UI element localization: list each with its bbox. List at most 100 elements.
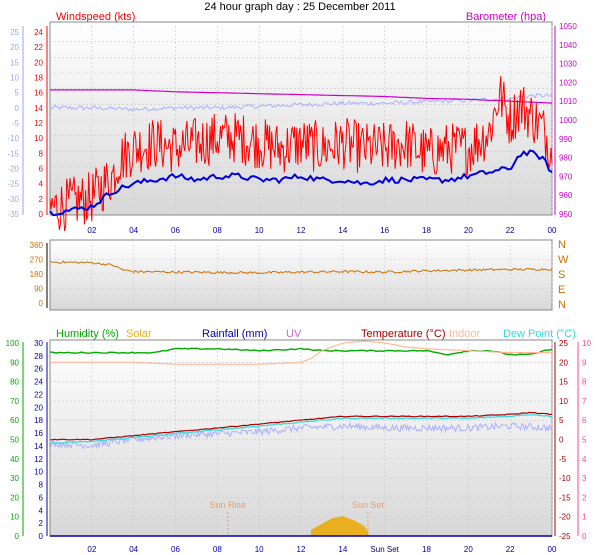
panel1-x-ticks: 02 04 06 08 10 12 14 16 18 20 22 00 — [87, 226, 557, 235]
legend-item-3: UV — [286, 328, 302, 340]
panel3-grid — [50, 343, 553, 536]
direction-tick-4: 0 — [39, 299, 44, 308]
legend-item-2: Rainfall (mm) — [202, 328, 267, 340]
humidity-tick-8: 20 — [10, 493, 19, 502]
outer-tick-0: 25 — [10, 28, 19, 37]
outer-tick-9: -20 — [7, 165, 19, 174]
direction-tick-3: 90 — [34, 285, 43, 294]
series-dew-point — [49, 413, 553, 444]
windspeed-tick-12: 0 — [39, 210, 44, 219]
temperature-tick-6: -5 — [559, 455, 567, 464]
uv-tick-1: 9 — [582, 358, 587, 367]
legend-item-0: Humidity (%) — [56, 328, 119, 340]
humidity-tick-10: 0 — [15, 532, 20, 541]
barometer-tick-8: 970 — [559, 172, 573, 181]
humidity-tick-4: 60 — [10, 416, 19, 425]
p3-xtick-7: Sun Set — [370, 545, 399, 554]
uv-tick-0: 10 — [582, 339, 591, 348]
legend-item-1: Solar — [126, 328, 152, 340]
rainfall-tick-13: 4 — [39, 506, 44, 515]
series-indoor — [50, 340, 552, 365]
panel3-temperature-ticks: 25 20 15 10 5 0 -5 -10 -15 -20 -25 — [559, 339, 571, 541]
legend-item-5: Indoor — [449, 328, 481, 340]
windspeed-tick-4: 16 — [34, 89, 43, 98]
direction-tick-2: 180 — [30, 270, 44, 279]
panel3-x-ticks: 02 04 06 08 10 12 14 Sun Set 18 20 22 00 — [87, 545, 557, 554]
p3-xtick-9: 20 — [464, 545, 473, 554]
p1-xtick-6: 14 — [338, 226, 347, 235]
p1-xtick-7: 16 — [380, 226, 389, 235]
series-wind-avg — [49, 149, 553, 217]
rainfall-tick-8: 14 — [34, 442, 43, 451]
panel3-series — [49, 340, 553, 537]
temperature-tick-4: 5 — [559, 416, 564, 425]
p1-xtick-4: 10 — [255, 226, 264, 235]
humidity-tick-3: 70 — [10, 397, 19, 406]
rainfall-tick-11: 8 — [39, 481, 44, 490]
rainfall-tick-0: 30 — [34, 339, 43, 348]
uv-tick-10: 0 — [582, 532, 587, 541]
rainfall-tick-7: 16 — [34, 429, 43, 438]
p3-xtick-10: 22 — [506, 545, 515, 554]
rainfall-tick-9: 12 — [34, 455, 43, 464]
p1-xtick-8: 18 — [422, 226, 431, 235]
windspeed-label: Windspeed (kts) — [56, 11, 135, 23]
rainfall-tick-6: 18 — [34, 416, 43, 425]
panel1-outer-ticks: 25 20 15 10 5 0 -5 -10 -15 -20 -25 -30 -35 — [7, 28, 19, 219]
p1-xtick-1: 04 — [129, 226, 138, 235]
rainfall-tick-4: 22 — [34, 391, 43, 400]
temperature-tick-10: -25 — [559, 532, 571, 541]
rainfall-tick-2: 26 — [34, 365, 43, 374]
rainfall-tick-3: 24 — [34, 378, 43, 387]
p1-xtick-2: 06 — [171, 226, 180, 235]
compass-tick-4: N — [558, 299, 566, 311]
outer-tick-10: -25 — [7, 180, 19, 189]
p1-xtick-9: 20 — [464, 226, 473, 235]
series-direction — [49, 260, 553, 275]
barometer-tick-3: 1020 — [559, 78, 577, 87]
temperature-tick-8: -15 — [559, 493, 571, 502]
p3-xtick-11: 00 — [548, 545, 557, 554]
humidity-tick-7: 30 — [10, 474, 19, 483]
outer-tick-7: -10 — [7, 134, 19, 143]
legend-item-6: Dew Point (°C) — [503, 328, 576, 340]
windspeed-tick-1: 22 — [34, 43, 43, 52]
temperature-tick-5: 0 — [559, 436, 564, 445]
uv-tick-7: 3 — [582, 474, 587, 483]
outer-tick-4: 5 — [15, 89, 20, 98]
direction-tick-1: 270 — [30, 256, 44, 265]
p1-xtick-0: 02 — [87, 226, 96, 235]
panel1-right-ticks: 1050 1040 1030 1020 1010 1000 990 980 970 960 950 — [559, 22, 577, 219]
humidity-tick-1: 90 — [10, 358, 19, 367]
uv-tick-2: 8 — [582, 378, 587, 387]
direction-tick-0: 360 — [30, 241, 44, 250]
temperature-tick-3: 10 — [559, 397, 568, 406]
p3-xtick-5: 12 — [297, 545, 306, 554]
sunrise-label: Sun Rise — [210, 500, 247, 510]
rainfall-tick-12: 6 — [39, 493, 44, 502]
outer-tick-2: 15 — [10, 58, 19, 67]
windspeed-tick-5: 14 — [34, 104, 43, 113]
p3-xtick-1: 04 — [129, 545, 138, 554]
rainfall-tick-5: 20 — [34, 403, 43, 412]
p1-xtick-3: 08 — [213, 226, 222, 235]
outer-tick-12: -35 — [7, 210, 19, 219]
barometer-tick-5: 1000 — [559, 116, 577, 125]
panel3-annotations: Sun Rise Sun Set — [210, 500, 384, 536]
uv-tick-9: 1 — [582, 513, 587, 522]
outer-tick-8: -15 — [7, 149, 19, 158]
series-solar — [311, 516, 369, 537]
barometer-tick-7: 980 — [559, 154, 573, 163]
humidity-tick-9: 10 — [10, 513, 19, 522]
humidity-tick-5: 50 — [10, 436, 19, 445]
humidity-tick-6: 40 — [10, 455, 19, 464]
rainfall-tick-10: 10 — [34, 468, 43, 477]
outer-tick-11: -30 — [7, 195, 19, 204]
panel2-grid — [50, 245, 553, 303]
barometer-label: Barometer (hpa) — [466, 11, 546, 23]
barometer-tick-0: 1050 — [559, 22, 577, 31]
